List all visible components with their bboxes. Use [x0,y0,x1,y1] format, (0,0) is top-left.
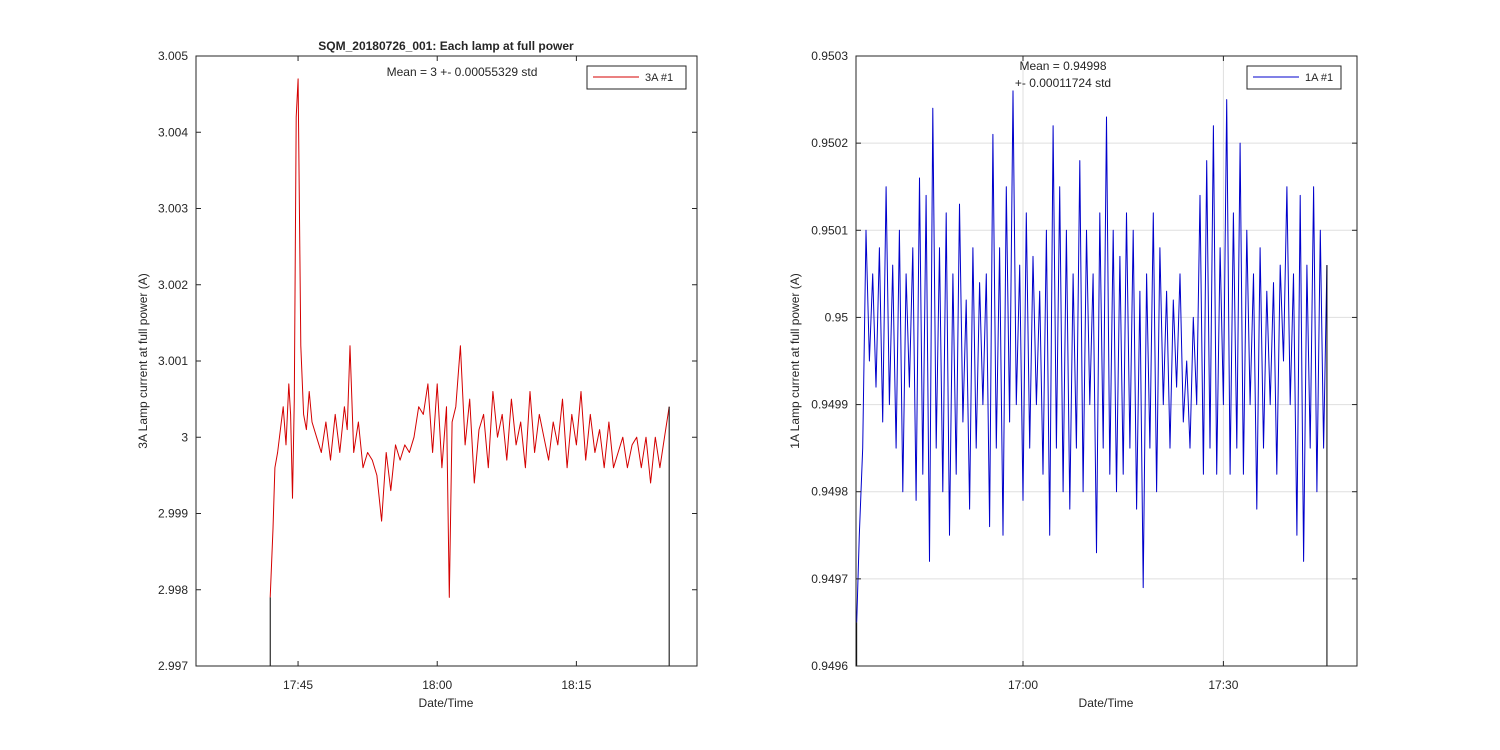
axes-right-ytick-label-4: 0.95 [825,310,849,324]
axes-right-legend-label: 1A #1 [1305,72,1333,84]
axes-left-xtick-label-2: 18:15 [561,678,591,692]
axes-right-legend: 1A #1 [1246,65,1342,90]
axes-right-frame [855,55,1358,667]
axes-left-series-0-line [269,78,670,598]
axes-left-xtick-label-0: 17:45 [283,678,313,692]
axes-right-series-0-line [856,90,1328,623]
axes-left-xlabel: Date/Time [419,696,474,710]
axes-right-ytick-label-1: 0.9497 [811,572,848,586]
axes-left-ytick-label-5: 3.002 [158,278,188,292]
axes-right-ytick-label-0: 0.9496 [811,659,848,673]
axes-right-ylabel: 1A Lamp current at full power (A) [788,273,802,448]
axes-left-ytick-label-1: 2.998 [158,583,188,597]
axes-left-ytick-label-2: 2.999 [158,507,188,521]
axes-left-legend-label: 3A #1 [645,72,673,84]
axes-left-legend: 3A #1 [586,65,687,90]
axes-left-stats-annotation: Mean = 3 +- 0.00055329 std [387,65,538,79]
axes-right-xlabel: Date/Time [1079,696,1134,710]
axes-left-ytick-label-4: 3.001 [158,354,188,368]
axes-right-ytick-label-5: 0.9501 [811,223,848,237]
axes-right-xtick-label-1: 17:30 [1208,678,1238,692]
axes-right-ytick-label-2: 0.9498 [811,485,848,499]
axes-right-ytick-label-3: 0.9499 [811,398,848,412]
axes-left-ytick-label-3: 3 [181,430,188,444]
axes-right-xtick-label-0: 17:00 [1008,678,1038,692]
axes-left-ytick-label-8: 3.005 [158,49,188,63]
axes-right: Date/Time 1A Lamp current at full power … [788,49,1358,710]
axes-left-plot-area [269,78,670,666]
axes-right-ytick-label-7: 0.9503 [811,49,848,63]
axes-left: SQM_20180726_001: Each lamp at full powe… [136,39,698,710]
axes-left-ytick-label-7: 3.004 [158,125,188,139]
axes-left-frame [195,55,698,667]
axes-right-stats-annotation-line2: +- 0.00011724 std [1015,76,1111,90]
axes-right-ytick-label-6: 0.9502 [811,136,848,150]
axes-left-ylabel: 3A Lamp current at full power (A) [136,273,150,448]
axes-left-ytick-label-6: 3.003 [158,202,188,216]
axes-left-xtick-label-1: 18:00 [422,678,452,692]
axes-left-ytick-label-0: 2.997 [158,659,188,673]
axes-left-title: SQM_20180726_001: Each lamp at full powe… [318,39,574,53]
axes-right-stats-annotation-line1: Mean = 0.94998 [1019,59,1106,73]
